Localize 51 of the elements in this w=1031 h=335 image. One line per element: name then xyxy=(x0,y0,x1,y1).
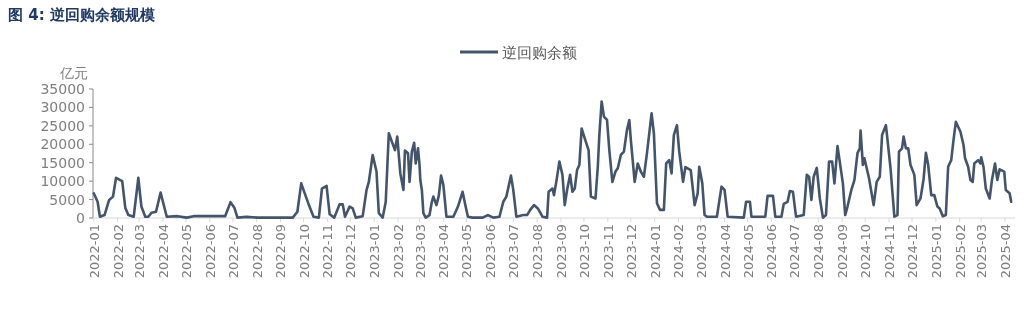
x-tick-label: 2023-04 xyxy=(436,224,452,279)
x-tick-label: 2022-04 xyxy=(155,224,171,279)
x-tick-label: 2023-01 xyxy=(367,224,383,279)
y-tick-label: 35000 xyxy=(40,81,85,97)
y-tick-label: 15000 xyxy=(40,154,85,171)
x-tick-label: 2024-06 xyxy=(764,224,780,279)
x-tick-label: 2023-02 xyxy=(391,224,407,279)
y-tick-label: 0 xyxy=(76,210,85,226)
x-tick-label: 2022-02 xyxy=(110,224,126,279)
y-tick-label: 20000 xyxy=(40,136,85,153)
x-tick-label: 2023-09 xyxy=(553,224,569,279)
x-tick-label: 2022-12 xyxy=(343,224,359,279)
x-tick-label: 2022-09 xyxy=(273,224,289,279)
x-tick-label: 2024-05 xyxy=(740,224,756,279)
x-tick-label: 2022-08 xyxy=(249,224,265,279)
x-tick-label: 2024-08 xyxy=(811,224,827,279)
x-tick-label: 2024-04 xyxy=(717,224,733,279)
x-tick-label: 2024-03 xyxy=(693,224,709,279)
x-tick-label: 2022-06 xyxy=(202,224,218,279)
x-tick-label: 2025-02 xyxy=(952,224,968,279)
y-tick-label: 10000 xyxy=(40,173,85,190)
x-tick-label: 2023-12 xyxy=(623,224,639,279)
x-tick-label: 2024-12 xyxy=(905,224,921,279)
x-tick-label: 2023-03 xyxy=(412,224,428,279)
legend-label: 逆回购余额 xyxy=(502,44,577,62)
x-tick-label: 2025-01 xyxy=(928,224,944,279)
x-tick-label: 2024-09 xyxy=(835,224,851,279)
x-tick-label: 2023-08 xyxy=(530,224,546,279)
chart-title: 图 4: 逆回购余额规模 xyxy=(8,6,156,24)
x-tick-label: 2023-10 xyxy=(576,224,592,279)
x-tick-label: 2023-11 xyxy=(600,224,616,279)
x-tick-label: 2025-04 xyxy=(998,224,1014,279)
x-tick-label: 2024-10 xyxy=(858,224,874,279)
x-tick-label: 2025-03 xyxy=(974,224,990,279)
y-axis-title: 亿元 xyxy=(59,65,88,81)
x-tick-label: 2022-01 xyxy=(86,224,102,279)
x-tick-label: 2024-11 xyxy=(881,224,897,279)
y-tick-label: 5000 xyxy=(49,191,85,208)
y-tick-label: 25000 xyxy=(40,117,85,134)
x-tick-label: 2024-01 xyxy=(647,224,663,279)
x-tick-label: 2024-02 xyxy=(671,224,687,279)
x-tick-label: 2022-03 xyxy=(132,224,148,279)
x-tick-label: 2022-10 xyxy=(296,224,312,279)
x-tick-label: 2023-07 xyxy=(506,224,522,279)
x-tick-label: 2022-07 xyxy=(225,224,241,279)
x-tick-label: 2023-05 xyxy=(459,224,475,279)
y-tick-label: 30000 xyxy=(40,99,85,116)
x-tick-label: 2023-06 xyxy=(483,224,499,279)
x-tick-label: 2024-07 xyxy=(787,224,803,279)
x-tick-label: 2022-11 xyxy=(320,224,336,279)
x-tick-label: 2022-05 xyxy=(178,224,194,279)
